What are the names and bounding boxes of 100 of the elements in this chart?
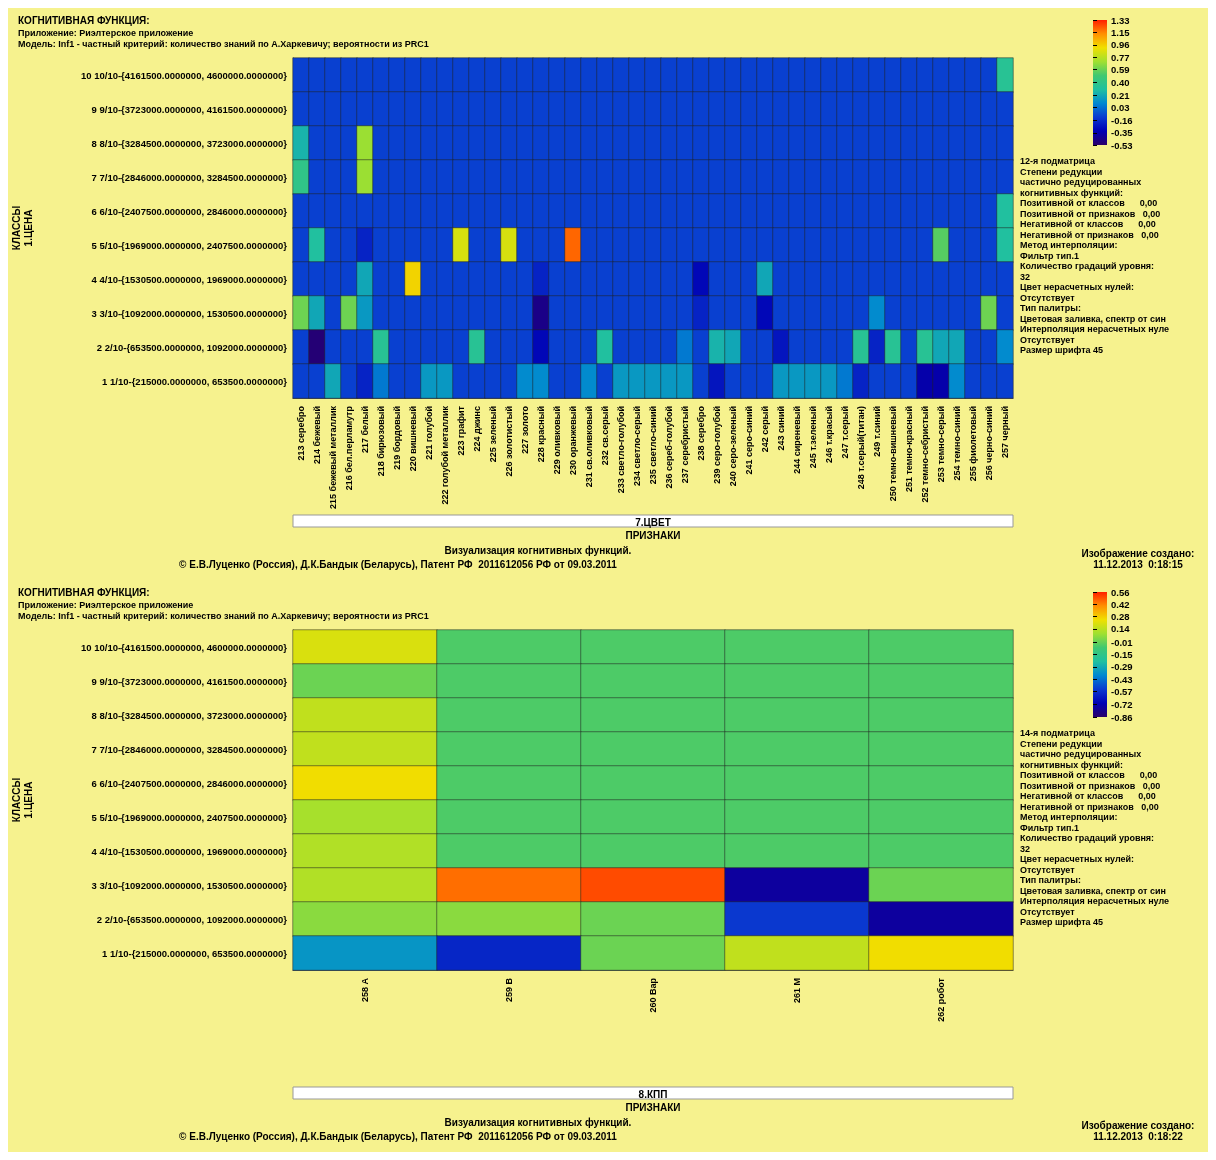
y-tick-label: 4 4/10-{1530500.0000000, 1969000.0000000}	[91, 845, 288, 857]
y-tick-label: 3 3/10-{1092000.0000000, 1530500.0000000}	[91, 879, 288, 891]
y-tick-label: 1 1/10-{215000.0000000, 653500.0000000}	[102, 375, 288, 387]
x-tick-label: 225 зеленый	[488, 406, 498, 463]
text: © Е.В.Луценко (Россия), Д.К.Бандык (Беларусь), Патент РФ 2011612056 РФ от 09.03.2011	[179, 1130, 618, 1142]
x-tick-label: 259 В	[504, 977, 514, 1003]
color-bar-label: -0.86	[1111, 711, 1133, 723]
x-tick-label: 230 оранжевый	[568, 406, 578, 475]
x-tick-label: 238 серебро	[696, 405, 706, 461]
color-bar-label: 1.15	[1111, 26, 1131, 38]
text: Изображение создано: 11.12.2013 0:18:22	[1081, 1120, 1195, 1142]
x-tick-label: 249 т.синий	[872, 406, 882, 457]
color-bar-label: -0.43	[1111, 673, 1133, 685]
color-bar-label: -0.16	[1111, 114, 1133, 126]
x-tick-label: 254 темно-синий	[952, 406, 962, 481]
x-tick-label: 241 серо-синий	[744, 406, 754, 475]
x-tick-label: 258 А	[360, 977, 370, 1003]
x-tick-label: 221 голубой	[424, 406, 434, 460]
color-bar-label: 1.33	[1111, 14, 1130, 26]
color-bar-label: -0.15	[1111, 649, 1134, 660]
y-axis-title: КЛАССЫ 1.ЦЕНА	[10, 777, 34, 823]
x-tick-label: 242 серый	[760, 406, 770, 453]
x-tick-label: 250 темно-вишневый	[888, 406, 898, 502]
y-tick-label: 4 4/10-{1530500.0000000, 1969000.0000000}	[91, 273, 288, 285]
color-bar-label: 0.42	[1111, 598, 1130, 610]
x-tick-label: 218 бирюзовый	[376, 406, 386, 477]
y-tick-label: 2 2/10-{653500.0000000, 1092000.0000000}	[96, 341, 288, 353]
text: Изображение создано: 11.12.2013 0:18:15	[1081, 548, 1195, 570]
color-bar-label: 0.28	[1111, 611, 1130, 623]
text: ПРИЗНАКИ	[625, 529, 681, 541]
y-axis-title: КЛАССЫ 1.ЦЕНА	[10, 205, 34, 251]
x-tick-label: 217 белый	[360, 406, 370, 454]
x-tick-label: 226 золотистый	[504, 406, 514, 477]
y-tick-label: 5 5/10-{1969000.0000000, 2407500.0000000}	[91, 811, 288, 823]
x-tick-label: 231 св.оливковый	[584, 406, 594, 488]
x-tick-label: 215 бежевый металлик	[328, 405, 338, 509]
color-bar-label: 0.21	[1111, 89, 1131, 101]
color-bar-label: 0.77	[1111, 52, 1130, 64]
x-tick-label: 260 Вар	[648, 977, 658, 1013]
x-tick-label: 237 серебристый	[680, 406, 690, 484]
y-tick-label: 6 6/10-{2407500.0000000, 2846000.0000000}	[91, 777, 288, 789]
text: КОГНИТИВНАЯ ФУНКЦИЯ:	[18, 14, 150, 26]
x-tick-label: 240 серо-зеленый	[728, 406, 738, 487]
y-tick-label: 7 7/10-{2846000.0000000, 3284500.0000000}	[91, 171, 288, 183]
text: Визуализация когнитивных функций.	[444, 1116, 632, 1128]
color-bar-label: -0.57	[1111, 685, 1133, 697]
x-tick-label: 255 фиолетовый	[968, 406, 978, 482]
color-bar-label: -0.53	[1111, 139, 1133, 151]
text: © Е.В.Луценко (Россия), Д.К.Бандык (Беларусь), Патент РФ 2011612056 РФ от 09.03.2011	[179, 558, 618, 570]
x-tick-label: 253 темно-серый	[936, 406, 946, 483]
x-tick-label: 247 т.серый	[840, 406, 850, 459]
color-bar-label: -0.72	[1111, 699, 1133, 711]
x-tick-label: 262 робот	[936, 977, 946, 1022]
y-tick-label: 2 2/10-{653500.0000000, 1092000.0000000}	[96, 913, 288, 925]
x-tick-label: 261 М	[792, 978, 802, 1004]
x-tick-label: 224 джинс	[472, 406, 482, 452]
x-tick-label: 235 светло-синий	[648, 406, 658, 485]
y-tick-label: 9 9/10-{3723000.0000000, 4161500.0000000}	[91, 103, 288, 115]
x-tick-label: 257 черный	[1000, 406, 1010, 458]
x-tick-label: 227 золото	[520, 405, 530, 454]
x-tick-label: 220 вишневый	[408, 406, 418, 472]
x-tick-label: 222 голубой металлик	[440, 405, 450, 505]
x-tick-label: 228 красный	[536, 406, 546, 463]
y-tick-label: 10 10/10-{4161500.0000000, 4600000.0000000}	[80, 641, 288, 653]
x-tick-label: 251 темно-красный	[904, 406, 914, 493]
x-tick-label: 234 светло-серый	[632, 406, 642, 486]
x-tick-label: 216 бел.перламутр	[344, 405, 354, 491]
color-bar-label: 0.03	[1111, 101, 1130, 113]
x-tick-label: 223 графит	[456, 405, 466, 456]
x-axis-title: 8.КПП	[638, 1088, 668, 1100]
color-bar-label: 0.14	[1111, 623, 1131, 635]
text: ПРИЗНАКИ	[625, 1101, 681, 1113]
y-tick-label: 8 8/10-{3284500.0000000, 3723000.0000000}	[91, 709, 288, 721]
y-tick-label: 1 1/10-{215000.0000000, 653500.0000000}	[102, 947, 288, 959]
text: КОГНИТИВНАЯ ФУНКЦИЯ:	[18, 586, 150, 598]
x-tick-label: 229 оливковый	[552, 406, 562, 475]
x-tick-label: 245 т.зеленый	[808, 406, 818, 469]
x-tick-label: 256 черно-синий	[984, 406, 994, 481]
x-tick-label: 243 синий	[776, 406, 786, 451]
x-axis-title: 7.ЦВЕТ	[635, 516, 671, 528]
color-bar-label: 0.96	[1111, 39, 1130, 51]
chart-subtitle: Приложение: Риэлтерское приложение Модель: Inf1 - частный критерий: количество знаний по А.Харкевичу; вероятности из PRC1	[18, 599, 429, 621]
y-tick-label: 3 3/10-{1092000.0000000, 1530500.0000000}	[91, 307, 288, 319]
y-tick-label: 10 10/10-{4161500.0000000, 4600000.0000000}	[80, 69, 288, 81]
x-tick-label: 233 светло-голубой	[616, 406, 626, 494]
color-bar-label: 0.40	[1111, 77, 1130, 88]
color-bar-label: 0.59	[1111, 64, 1130, 76]
text: 12-я подматрица Степени редукции частично редуцированных когнитивных функций: Позитивной от классов 0,00 Позитивной от признаков 0,00 Негативной от классов 0,00 Негативной от признаков 0,00 Метод интерполяции: Фильтр тип.1 Количество градаций уровня: 32 Цвет нерасчетных нулей: Отсутствует Тип палитры: Цветовая заливка, спектр от син Интерполяция нерасчетных нуле Отсутствует Размер шрифта 45	[1020, 156, 1170, 356]
y-tick-label: 9 9/10-{3723000.0000000, 4161500.0000000}	[91, 675, 288, 687]
x-tick-label: 244 сиреневый	[792, 406, 802, 474]
x-tick-label: 246 т.красый	[824, 406, 834, 463]
color-bar-label: -0.29	[1111, 661, 1133, 673]
text: 14-я подматрица Степени редукции частично редуцированных когнитивных функций: Позитивной от классов 0,00 Позитивной от признаков 0,00 Негативной от классов 0,00 Негативной от признаков 0,00 Метод интерполяции: Фильтр тип.1 Количество градаций уровня: 32 Цвет нерасчетных нулей: Отсутствует Тип палитры: Цветовая заливка, спектр от син Интерполяция нерасчетных нуле Отсутствует Размер шрифта 45	[1020, 728, 1170, 928]
y-tick-label: 7 7/10-{2846000.0000000, 3284500.0000000}	[91, 743, 288, 755]
x-tick-label: 213 серебро	[296, 405, 306, 461]
color-bar-label: 0.56	[1111, 586, 1130, 598]
x-tick-label: 248 т.серый(титан)	[856, 406, 866, 490]
y-tick-label: 8 8/10-{3284500.0000000, 3723000.0000000}	[91, 137, 288, 149]
x-tick-label: 214 бежевый	[312, 406, 322, 464]
x-tick-label: 219 бордовый	[392, 406, 402, 470]
